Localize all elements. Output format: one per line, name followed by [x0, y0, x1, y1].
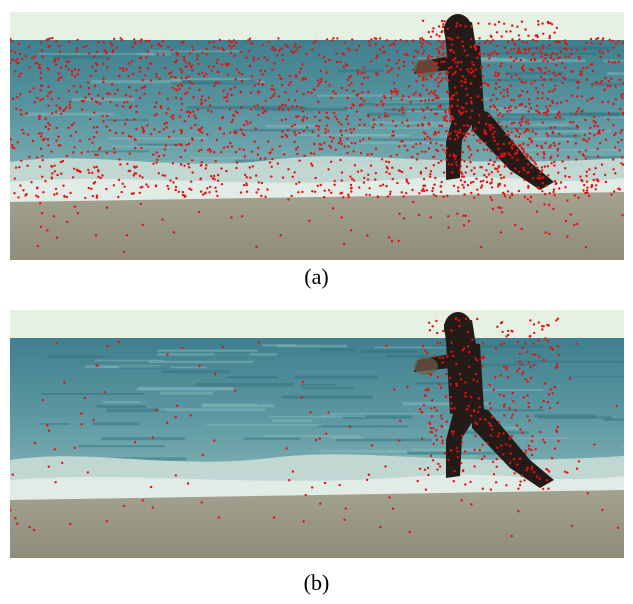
beach-scene — [10, 12, 624, 260]
beach-photo-a — [10, 12, 624, 260]
feature-points — [10, 19, 624, 253]
sky — [10, 12, 624, 42]
sand — [10, 490, 624, 558]
panel-a-caption: (a) — [304, 264, 329, 289]
sky — [10, 310, 624, 340]
beach-scene — [10, 310, 624, 558]
beach-photo-b — [10, 310, 624, 558]
panel-b: (b) — [0, 300, 633, 604]
panel-a: (a) — [0, 0, 633, 300]
sand — [10, 192, 624, 260]
feature-points — [10, 317, 620, 538]
panel-b-caption: (b) — [303, 570, 330, 595]
